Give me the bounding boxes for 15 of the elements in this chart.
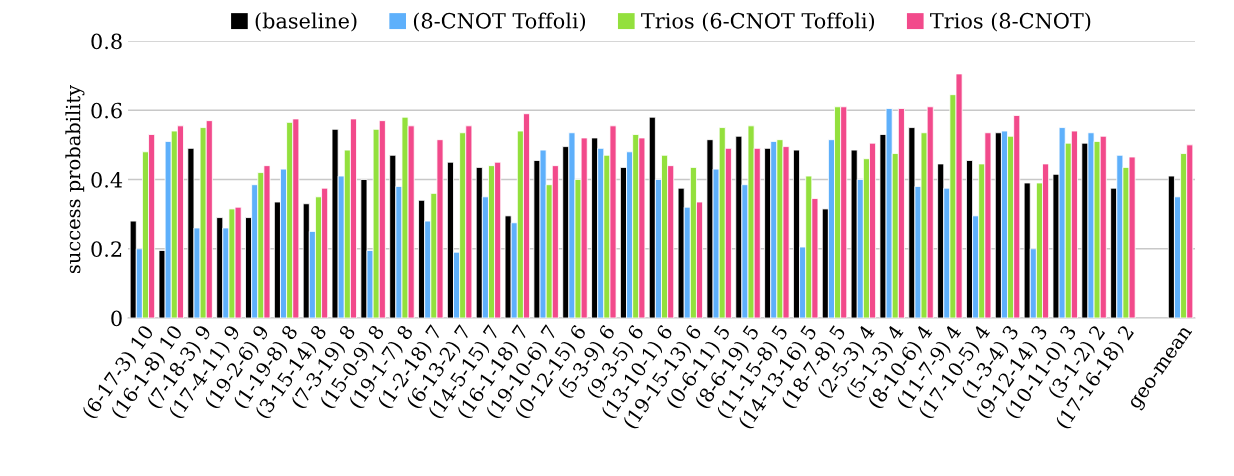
legend-label: (8-CNOT Toffoli) <box>413 12 586 32</box>
y-tick-label: 0.2 <box>91 241 122 257</box>
legend-label: (baseline) <box>255 12 357 32</box>
y-tick-label: 0.4 <box>91 171 123 188</box>
y-tick-label: 0.8 <box>91 33 122 50</box>
y-axis-title: success probability <box>65 84 85 274</box>
bar <box>187 147 195 318</box>
bar <box>908 127 916 318</box>
legend-label: Trios (6-CNOT Toffoli) <box>641 12 875 32</box>
bar <box>735 135 743 318</box>
legend-label: Trios (8-CNOT) <box>930 12 1091 32</box>
y-tick-label: 0 <box>111 310 122 327</box>
bar <box>966 160 974 318</box>
y-tick-label: 0.6 <box>91 102 122 119</box>
bar <box>360 179 368 318</box>
